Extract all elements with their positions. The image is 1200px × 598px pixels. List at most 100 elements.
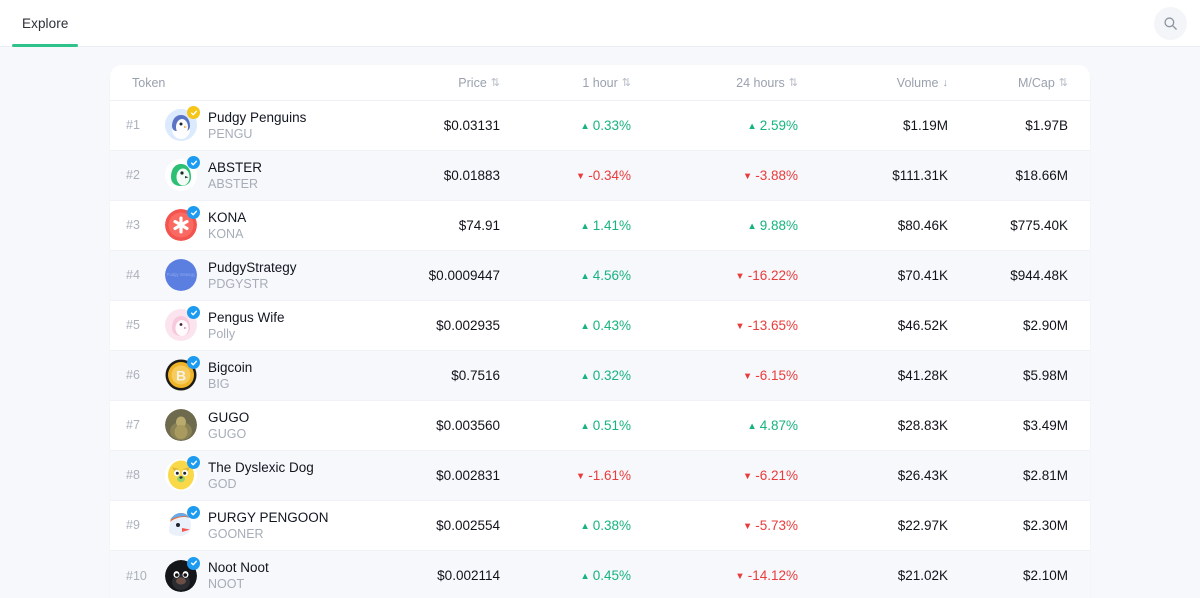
cell-token: #2 ABSTER ABSTER [110,150,358,201]
change-24h: ▼ -14.12% [735,568,798,583]
cell-change-24h: ▼ -5.73% [658,500,810,551]
token-identity: #9 PURGY PENGOON GOONER [126,506,358,542]
change-24h: ▲ 4.87% [747,418,798,433]
token-logo-yellow-dog [165,459,197,492]
table-row[interactable]: #4 Pudgy Strategy PudgyStrategy PDGYSTR $0.0… [110,250,1090,301]
column-header-volume[interactable]: Volume ↓ [810,65,958,101]
arrow-up-icon: ▲ [580,370,590,382]
avatar [165,206,200,242]
rank-label: #2 [126,168,140,183]
change-1h: ▲ 0.51% [580,418,631,433]
avatar [165,106,200,142]
cell-change-24h: ▼ -6.21% [658,450,810,501]
cell-change-24h: ▲ 9.88% [658,200,810,251]
cell-token: #1 Pudgy Penguins PENGU [110,101,358,151]
token-identity: #10 Noot Noot NOOT [126,556,358,592]
change-24h: ▼ -16.22% [735,268,798,283]
change-24h-value: -3.88% [755,168,798,183]
token-name: Noot Noot [208,560,269,576]
tab-explore[interactable]: Explore [6,0,84,47]
column-header-24h[interactable]: 24 hours ⇅ [658,65,810,101]
change-1h: ▲ 0.45% [580,568,631,583]
token-identity: #5 Pengus Wife Polly [126,306,358,342]
verified-badge-blue-icon [187,356,200,370]
sort-icon-24h: ⇅ [788,77,798,89]
cell-change-1h: ▲ 0.45% [506,550,658,598]
table-row[interactable]: #7 GUGO GUGO $0.003560 ▲ 0.51% ▲ 4.87% $28.83K $3… [110,400,1090,451]
cell-price: $0.002935 [358,300,506,351]
rank-label: #1 [126,118,140,133]
svg-text:B: B [176,368,186,384]
token-logo-pink-penguin [165,309,197,342]
token-logo-pudgy-penguin [165,109,197,142]
change-24h-value: -5.73% [755,518,798,533]
cell-price: $0.003560 [358,400,506,451]
cell-change-24h: ▼ -16.22% [658,250,810,301]
change-1h-value: -1.61% [588,468,631,483]
token-symbol: NOOT [208,577,245,592]
cell-change-1h: ▲ 4.56% [506,250,658,301]
token-identity: #6 B Bigcoin BIG [126,356,358,392]
token-symbol: PENGU [208,127,253,142]
change-1h-value: -0.34% [588,168,631,183]
token-name: ABSTER [208,159,263,175]
cell-change-1h: ▲ 0.32% [506,350,658,401]
cell-change-1h: ▲ 0.38% [506,500,658,551]
change-24h-value: -14.12% [747,568,798,584]
avatar [165,156,200,192]
cell-volume: $41.28K [810,350,958,401]
cell-change-24h: ▲ 2.59% [658,101,810,151]
token-symbol: PDGYSTR [208,277,269,292]
cell-change-1h: ▲ 0.43% [506,300,658,351]
change-24h-value: -13.65% [747,318,798,333]
table-row[interactable]: #5 Pengus Wife Polly $0.002935 ▲ 0.43% ▼ -13.65… [110,300,1090,351]
cell-volume: $46.52K [810,300,958,351]
cell-change-1h: ▲ 0.33% [506,101,658,151]
arrow-up-icon: ▲ [747,220,757,232]
avatar [165,306,200,342]
table-row[interactable]: #8 The Dyslexic Dog GOD $0.002831 ▼ -1.61% ▼ -6… [110,450,1090,501]
verified-badge-blue-icon [187,206,200,220]
table-row[interactable]: #10 Noot Noot NOOT $0.002114 ▲ 0.45% ▼ -14.12% $… [110,550,1090,598]
cell-mcap: $3.49M [958,400,1090,451]
column-header-1h[interactable]: 1 hour ⇅ [506,65,658,101]
table-row[interactable]: #1 Pudgy Penguins PENGU $0.03131 ▲ 0.33% ▲ 2.59… [110,100,1090,151]
table-row[interactable]: #2 ABSTER ABSTER $0.01883 ▼ -0.34% ▼ -3.88% $111… [110,150,1090,201]
table-row[interactable]: #3 KONA KONA $74.91 ▲ 1.41% ▲ 9.88% $80.46K $775.… [110,200,1090,251]
table-row[interactable]: #6 B Bigcoin BIG $0.7516 ▲ 0.32% ▼ -6.15% $41.28K… [110,350,1090,401]
search-button[interactable] [1154,7,1187,40]
change-1h-value: 0.33% [592,118,631,133]
token-name: PudgyStrategy [208,259,297,275]
cell-change-24h: ▼ -3.88% [658,150,810,201]
column-header-token[interactable]: Token [110,65,358,101]
cell-mcap: $5.98M [958,350,1090,401]
sort-icon-volume-desc: ↓ [942,77,949,89]
sort-icon-1h: ⇅ [621,77,631,89]
rank-label: #10 [126,568,147,583]
arrow-up-icon: ▲ [580,420,590,432]
verified-badge-gold-icon [187,106,200,120]
rank-label: #9 [126,518,140,533]
arrow-down-icon: ▼ [575,470,586,482]
column-header-mcap[interactable]: M/Cap ⇅ [958,65,1090,101]
token-names: GUGO GUGO [208,409,249,442]
cell-mcap: $775.40K [958,200,1090,251]
verified-badge-blue-icon [187,556,200,570]
change-24h-value: -16.22% [747,268,798,283]
change-1h: ▲ 0.33% [580,118,631,133]
change-24h: ▲ 2.59% [747,118,798,133]
change-1h-value: 0.38% [592,518,631,533]
avatar: Pudgy Strategy [165,259,197,292]
token-names: Pengus Wife Polly [208,309,285,342]
column-header-price[interactable]: Price ⇅ [358,65,506,101]
table-row[interactable]: #9 PURGY PENGOON GOONER $0.002554 ▲ 0.38% ▼ -5.… [110,500,1090,551]
change-1h: ▲ 1.41% [580,218,631,233]
cell-change-1h: ▼ -0.34% [506,150,658,201]
cell-mcap: $2.90M [958,300,1090,351]
change-1h: ▲ 4.56% [580,268,631,283]
token-symbol: GOD [208,477,237,492]
arrow-down-icon: ▼ [742,520,753,532]
cell-price: $0.002831 [358,450,506,501]
rank-label: #8 [126,468,140,483]
table-header-row: Token Price ⇅ 1 hour ⇅ 24 hours ⇅ Volume ↓ [110,65,1090,101]
